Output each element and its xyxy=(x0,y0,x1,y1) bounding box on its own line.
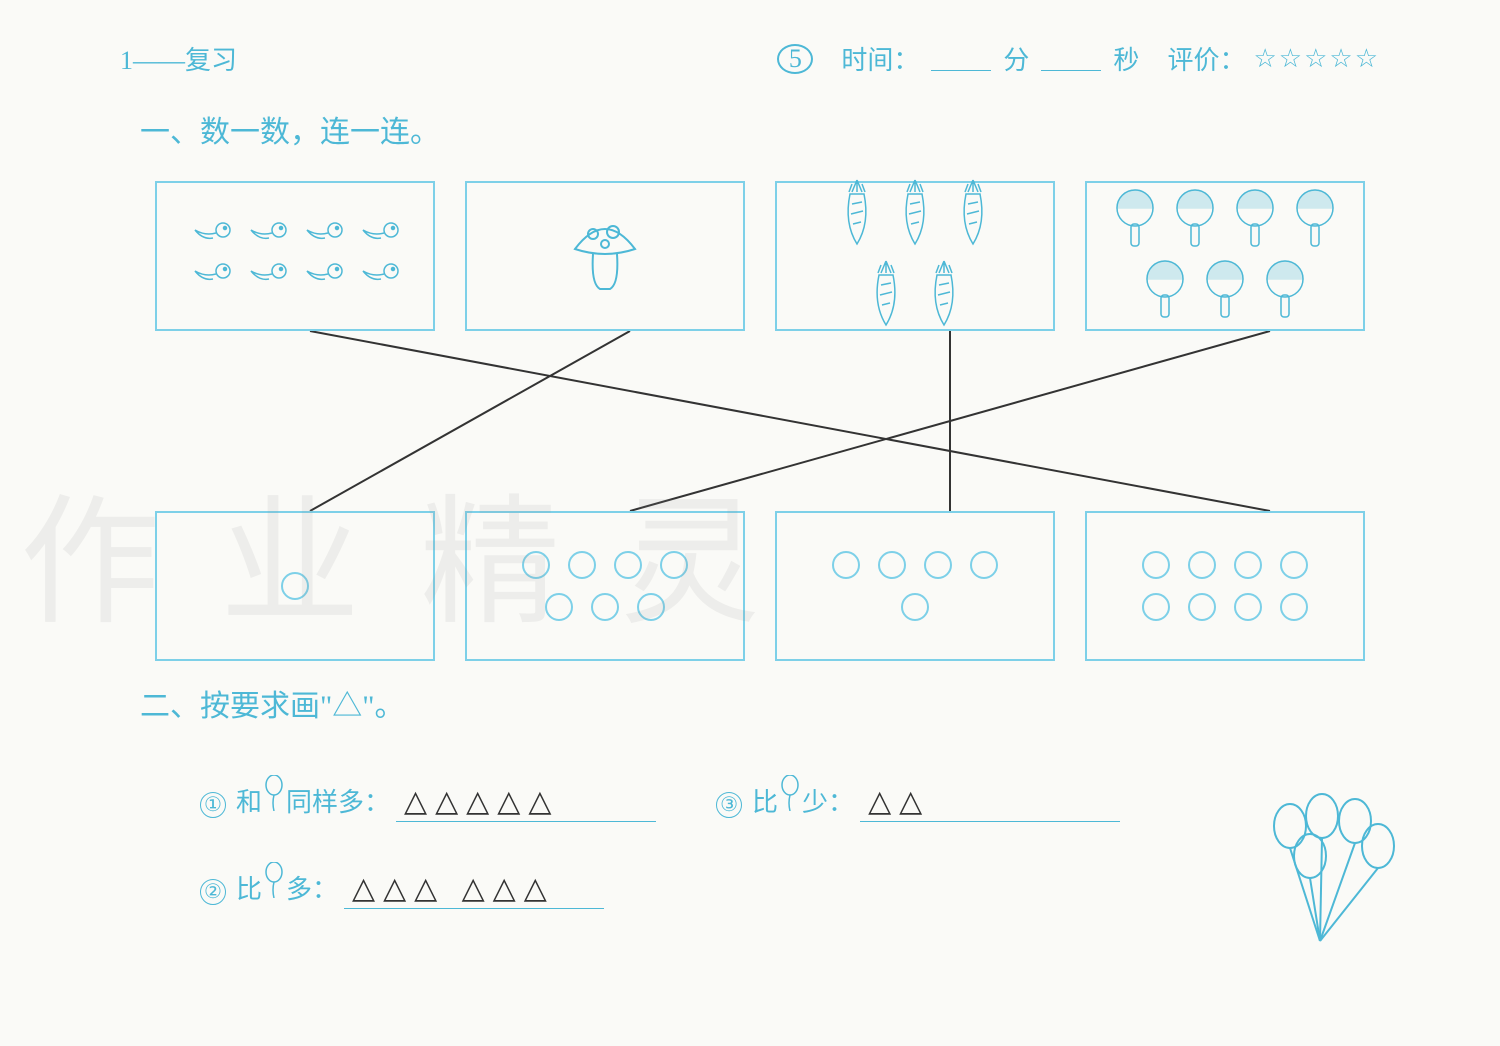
tadpoles-icon xyxy=(187,218,235,253)
top-box-carrots xyxy=(775,181,1055,331)
q1-num: ① xyxy=(200,792,226,818)
questions-container: ① 和 同样多： △△△△△ ③ 比 少： △△ ② 比 多 xyxy=(80,755,1420,909)
q2-num: ② xyxy=(200,879,226,905)
page-number-badge: 5 xyxy=(777,44,813,74)
circle-icon xyxy=(878,551,906,579)
circle-icon xyxy=(901,593,929,621)
connection-lines xyxy=(140,331,1380,531)
bottom-boxes-row xyxy=(140,511,1380,661)
tadpoles-icon xyxy=(187,259,235,294)
carrots-icon xyxy=(948,178,998,253)
balloon-icon xyxy=(262,862,286,905)
page-header: 1——复习 5 时间： 分 秒 评价： ☆☆☆☆☆ xyxy=(80,40,1420,77)
circle-icon xyxy=(1188,551,1216,579)
paddles-icon xyxy=(1169,188,1221,253)
circle-icon xyxy=(1142,551,1170,579)
circle-icon xyxy=(1142,593,1170,621)
section2-title: 二、按要求画"△"。 xyxy=(140,681,1420,725)
connection-area xyxy=(140,351,1380,511)
tadpoles-icon xyxy=(243,259,291,294)
connection-line xyxy=(310,331,630,511)
q1-before: 和 xyxy=(236,782,262,819)
q1-answer-line[interactable]: △△△△△ xyxy=(396,784,656,822)
circle-icon xyxy=(591,593,619,621)
tadpoles-icon xyxy=(299,218,347,253)
paddles-icon xyxy=(1109,188,1161,253)
header-right: 5 时间： 分 秒 评价： ☆☆☆☆☆ xyxy=(777,40,1380,77)
second-blank[interactable] xyxy=(1041,47,1101,71)
connection-line xyxy=(310,331,1270,511)
time-label: 时间： xyxy=(841,40,919,77)
mushroom-icon xyxy=(555,204,655,309)
q3-num: ③ xyxy=(716,792,742,818)
tadpoles-icon xyxy=(355,259,403,294)
circle-icon xyxy=(660,551,688,579)
q2-answer-line[interactable]: △△△ △△△ xyxy=(344,871,604,909)
circle-icon xyxy=(522,551,550,579)
question-3: ③ 比 少： △△ xyxy=(716,775,1120,822)
circle-icon xyxy=(614,551,642,579)
second-label: 秒 xyxy=(1113,40,1139,77)
top-boxes-row xyxy=(140,181,1380,331)
q3-before: 比 xyxy=(752,782,778,819)
circle-icon xyxy=(1188,593,1216,621)
paddles-icon xyxy=(1199,259,1251,324)
circle-icon xyxy=(1280,551,1308,579)
top-box-mushroom xyxy=(465,181,745,331)
paddles-icon xyxy=(1229,188,1281,253)
tadpoles-icon xyxy=(299,259,347,294)
section1-title: 一、数一数，连一连。 xyxy=(140,107,1420,151)
q2-after: 多： xyxy=(286,869,338,906)
balloon-icon xyxy=(778,775,802,818)
q2-answer: △△△ △△△ xyxy=(352,872,555,905)
circle-icon xyxy=(637,593,665,621)
bottom-box-circles-8 xyxy=(1085,511,1365,661)
q1-after: 同样多： xyxy=(286,782,390,819)
circle-icon xyxy=(545,593,573,621)
chapter-label: 1——复习 xyxy=(120,40,237,77)
top-box-tadpoles xyxy=(155,181,435,331)
balloon-bunch-icon xyxy=(1260,791,1400,956)
bottom-box-circles-5 xyxy=(775,511,1055,661)
q1-answer: △△△△△ xyxy=(404,785,559,818)
minute-label: 分 xyxy=(1003,40,1029,77)
paddles-icon xyxy=(1289,188,1341,253)
circle-icon xyxy=(281,572,309,600)
tadpoles-icon xyxy=(243,218,291,253)
paddles-icon xyxy=(1259,259,1311,324)
balloon-icon xyxy=(262,775,286,818)
carrots-icon xyxy=(919,259,969,334)
circle-icon xyxy=(1280,593,1308,621)
bottom-box-circles-7 xyxy=(465,511,745,661)
circle-icon xyxy=(1234,551,1262,579)
bottom-box-circles-1 xyxy=(155,511,435,661)
q2-before: 比 xyxy=(236,869,262,906)
paddles-icon xyxy=(1139,259,1191,324)
tadpoles-icon xyxy=(355,218,403,253)
circle-icon xyxy=(1234,593,1262,621)
question-2: ② 比 多： △△△ △△△ xyxy=(200,862,1420,909)
q3-after: 少： xyxy=(802,782,854,819)
q3-answer: △△ xyxy=(868,785,930,818)
carrots-icon xyxy=(861,259,911,334)
circle-icon xyxy=(568,551,596,579)
q3-answer-line[interactable]: △△ xyxy=(860,784,1120,822)
rating-label: 评价： xyxy=(1167,40,1245,77)
minute-blank[interactable] xyxy=(931,47,991,71)
top-box-paddles xyxy=(1085,181,1365,331)
question-1: ① 和 同样多： △△△△△ xyxy=(200,775,656,822)
carrots-icon xyxy=(890,178,940,253)
circle-icon xyxy=(832,551,860,579)
carrots-icon xyxy=(832,178,882,253)
rating-stars: ☆☆☆☆☆ xyxy=(1253,44,1380,74)
circle-icon xyxy=(970,551,998,579)
circle-icon xyxy=(924,551,952,579)
